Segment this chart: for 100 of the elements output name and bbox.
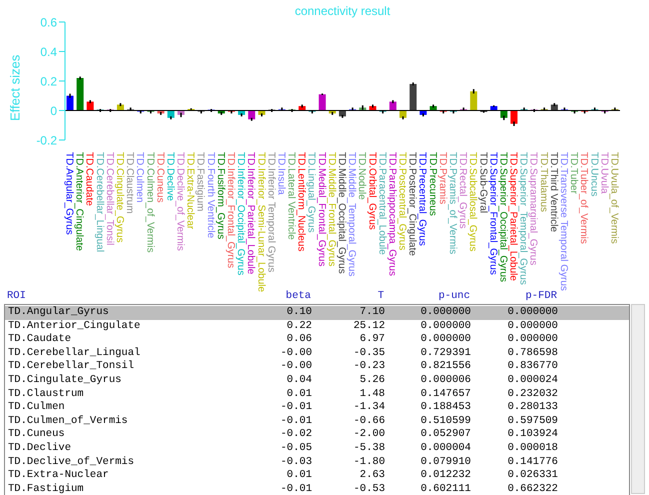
text: 0.01 [286,469,312,482]
x-tick-label: TD.Inferior_Semi-Lunar_Lobule [255,152,266,293]
text: 2.63 [360,469,385,482]
category-label: TD.Declive [8,442,72,454]
category-label: TD.Extra-Nuclear [8,469,109,482]
text: 0.000000 [508,306,558,318]
x-tick-label: TD.Inferior_Frontal_Gyrus [225,152,236,268]
text: -0.01 [280,482,312,495]
x-tick-label: TD.Superior_Temporal_Gyrus [518,152,529,285]
category-label: TD.Claustrum [8,388,84,400]
bar [86,102,94,110]
x-tick-label: TD.Supramarginal_Gyrus [528,152,539,266]
category-label: TD.Angular_Gyrus [8,306,109,318]
x-tick-label: TD.Inferior_Occipital_Gyrus [235,152,246,276]
bar [66,96,74,110]
x-tick-label: TD.Lingual_Gyrus [306,152,317,233]
x-tick-label: TD.Cerebellar_Lingual [94,152,105,252]
text: 0.188453 [420,401,471,414]
x-tick-label: TD.Cingulate_Gyrus [114,152,125,243]
text: 0.597509 [508,414,558,427]
text: 0.662322 [508,482,558,495]
x-tick-label: TD.Culmen [134,152,146,203]
text: 0.000000 [508,333,558,346]
y-axis-title: Effect sizes [8,54,23,121]
x-tick-label: TD.Fusiform_Gyrus [214,152,226,240]
text: -0.66 [353,414,385,427]
text: 0.10 [286,306,312,318]
text: 0.141776 [508,456,558,468]
x-tick-label: TD.Orbital_Gyrus [366,152,378,230]
text: 0.000018 [508,442,558,454]
bar [389,102,396,110]
x-tick-label: TD.Subcallosal_Gyrus [467,152,478,252]
x-tick-label: TD.Nodule [356,152,368,200]
category-label: TD.Cingulate_Gyrus [8,374,122,386]
text: 1.48 [360,388,385,400]
x-tick-label: TD.Fastigium [194,152,206,212]
text: -0.53 [353,482,385,495]
x-tick-label: TD.Superior_Occipital_Gyrus [497,152,508,282]
x-tick-label: TD.Middle_Temporal_Gyrus [346,152,358,276]
x-tick-label: TD.Lentiform_Nucleus [296,152,307,252]
text: 0.000000 [420,320,471,332]
y-tick-label: 0 [50,104,58,118]
text: ROI [7,290,26,302]
x-tick-label: TD.Declive [164,152,176,202]
text: 0.000000 [508,320,558,332]
text: -0.23 [353,360,385,372]
x-tick-label: TD.Precuneus [426,152,438,216]
text: -0.01 [280,401,312,414]
x-tick-label: TD.Uvula_of_Vermis [608,152,620,244]
category-label: T [378,290,384,302]
x-tick-label: TD.Third Ventricle [548,152,559,232]
category-label: TD.Declive_of_Vermis [8,456,134,468]
x-tick-label: TD.Superior_Parietal_Lobule [508,152,519,282]
text: -0.00 [280,360,312,372]
x-tick-label: TD.Pyramis_of_Vermis [447,152,458,254]
x-tick-label: TD.Medial_Frontal_Gyrus [316,152,327,266]
text: 0.000000 [420,333,471,346]
text: 0.000006 [420,374,471,386]
x-tick-label: TD.Sub-Gyral [477,152,488,214]
text: 0.012232 [420,469,471,482]
x-tick-label: TD.Fourth Ventricle [204,152,216,239]
x-tick-label: TD.Transverse Temporal Gyrus [558,152,569,291]
y-tick-label: -0.2 [36,133,58,148]
text: 0.04 [286,374,312,386]
text: 0.103924 [508,428,558,440]
text: -5.38 [353,442,385,454]
text: 0.052907 [420,428,471,440]
x-tick-label: TD.Tuber [568,152,580,195]
x-tick-label: TD.Uncus [588,152,600,196]
x-tick-label: TD.Superior_Frontal_Gyrus [487,152,498,275]
category-label: p-unc [438,290,470,302]
text: 0.786598 [508,346,558,359]
x-tick-label: TD.Angular_Gyrus [64,152,75,235]
x-tick-label: TD.Caudate [84,152,95,206]
chart-title: connectivity result [294,4,392,18]
text: -0.01 [280,414,312,427]
category-label: TD.Cerebellar_Lingual [8,346,140,359]
text: 0.836770 [508,360,558,372]
bar [318,94,326,110]
x-tick-label: TD.Middle_Frontal_Gyrus [326,152,337,266]
category-label: p-FDR [525,290,557,302]
y-tick-label: 0.6 [40,15,58,30]
text: 0.06 [286,333,312,346]
x-tick-label: TD.Rectal_Gyrus [457,152,468,229]
x-tick-label: TD.Extra-Nuclear [184,152,196,230]
y-tick-label: 0.4 [40,44,58,59]
x-tick-label: TD.Lateral Ventricle [286,152,297,240]
text: 0.079910 [420,456,471,468]
text: 0.280133 [508,401,558,414]
x-tick-label: TD.Parahippocampa_Gyrus [386,152,398,276]
text: 0.000000 [420,306,471,318]
category-label: TD.Cerebellar_Tonsil [8,360,134,372]
text: 0.510599 [420,414,471,427]
text: 0.026331 [508,469,558,482]
x-tick-label: TD.Paracentral_Lobule [376,152,388,256]
text: 0.729391 [420,346,471,359]
x-tick-label: TD.Postcentral_Gyrus [396,152,408,250]
x-tick-label: TD.Posterior_Cingulate [406,152,418,256]
category-label: TD.Anterior_Cingulate [8,320,140,332]
text: 0.821556 [420,360,471,372]
